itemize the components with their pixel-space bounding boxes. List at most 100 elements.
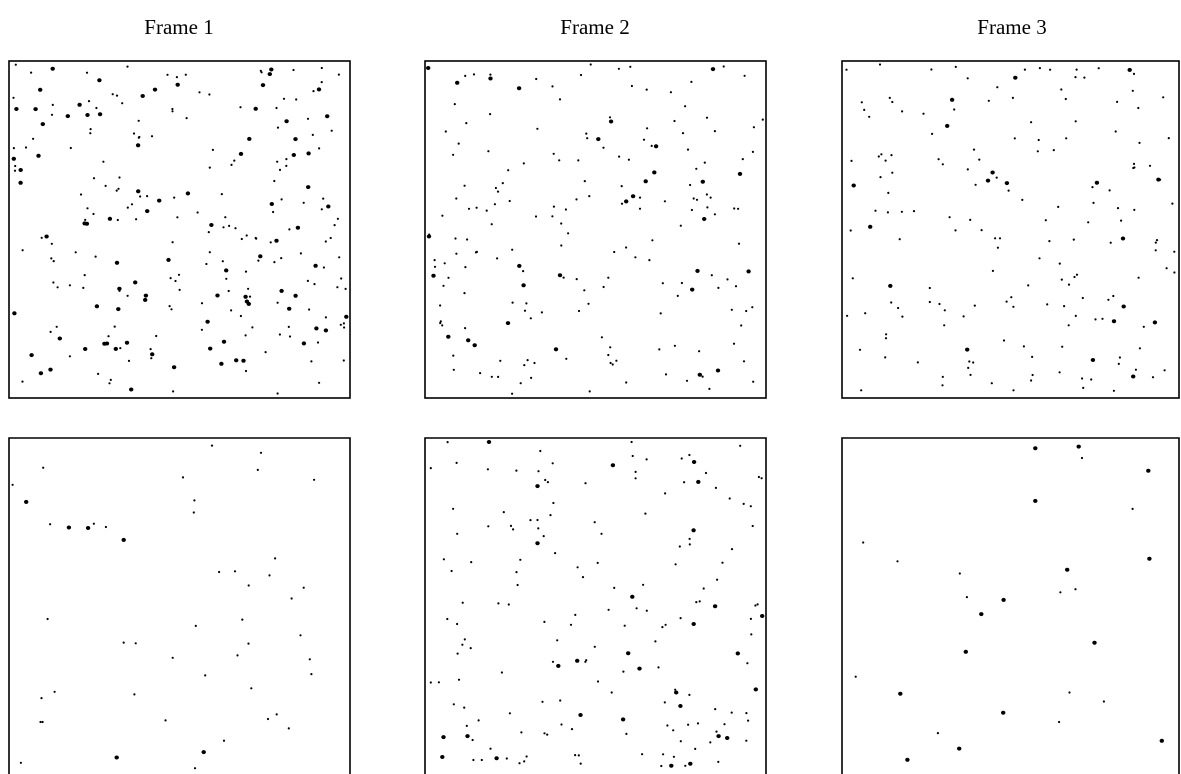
particle [186,191,190,195]
particle [274,239,278,243]
particle [511,393,513,395]
particle [596,137,600,141]
particle [127,295,129,297]
particle [583,289,585,291]
particle [1143,326,1145,328]
particle [713,604,717,608]
particle [1059,591,1061,593]
particle [13,147,15,149]
particle [594,646,596,648]
particle [1091,186,1093,188]
particle [1068,691,1070,693]
particle [239,106,241,108]
particle [658,348,660,350]
particle [578,713,582,717]
particle [211,445,213,447]
particle [664,200,666,202]
particle [1091,358,1095,362]
particle [276,161,278,163]
particle [737,208,739,210]
particle [222,260,224,262]
particle [1045,219,1047,221]
particle [714,130,716,132]
particle [344,315,348,319]
particle [589,390,591,392]
particle [75,251,77,253]
particle [996,177,998,179]
particle [1103,700,1105,702]
particle [1152,376,1154,378]
particle [922,113,924,115]
particle [739,445,741,447]
particle [345,288,347,290]
particle [666,724,668,726]
particle [509,712,511,714]
particle [930,68,932,70]
particle [343,322,345,324]
particle [689,538,691,540]
particle [21,381,23,383]
particle [968,360,970,362]
particle [247,288,249,290]
particle [689,543,691,545]
particle [684,105,686,107]
particle [322,198,324,200]
particle [1117,207,1119,209]
particle [157,199,161,203]
particle [559,98,561,100]
particle [128,360,130,362]
particle [943,324,945,326]
particle [673,120,675,122]
panels [9,61,1179,774]
particle [536,128,538,130]
particle [523,162,525,164]
particle [711,274,713,276]
particle [489,74,491,76]
particle [901,110,903,112]
particle [176,216,178,218]
particle [931,133,933,135]
particle [554,552,556,554]
particle [248,584,250,586]
particle [166,258,170,262]
particle [153,88,157,92]
particle [511,249,513,251]
particle [687,724,689,726]
particle [990,171,994,175]
particle [95,256,97,258]
particle [1153,320,1157,324]
particle [684,765,686,767]
particle [321,67,323,69]
particle [293,294,297,298]
particle [522,270,524,272]
particle [41,122,45,126]
particle [307,280,309,282]
particle [552,462,554,464]
particle [222,226,224,228]
particle [527,359,529,361]
particle [241,238,243,240]
particle [547,481,549,483]
particle [891,172,893,174]
particle [310,673,312,675]
particle [24,500,28,504]
particle [543,621,545,623]
particle [996,86,998,88]
particle [255,238,257,240]
particle [225,278,227,280]
particle [454,103,456,105]
particle [488,77,492,81]
particle [560,723,562,725]
particle [116,307,120,311]
particle [133,280,137,284]
particle [246,234,248,236]
particle [885,160,887,162]
particle [702,217,706,221]
particle [303,202,305,204]
particle [644,179,648,183]
particle [288,228,290,230]
particle [558,159,560,161]
particle [1075,315,1077,317]
particle [626,651,630,655]
particle [247,643,249,645]
